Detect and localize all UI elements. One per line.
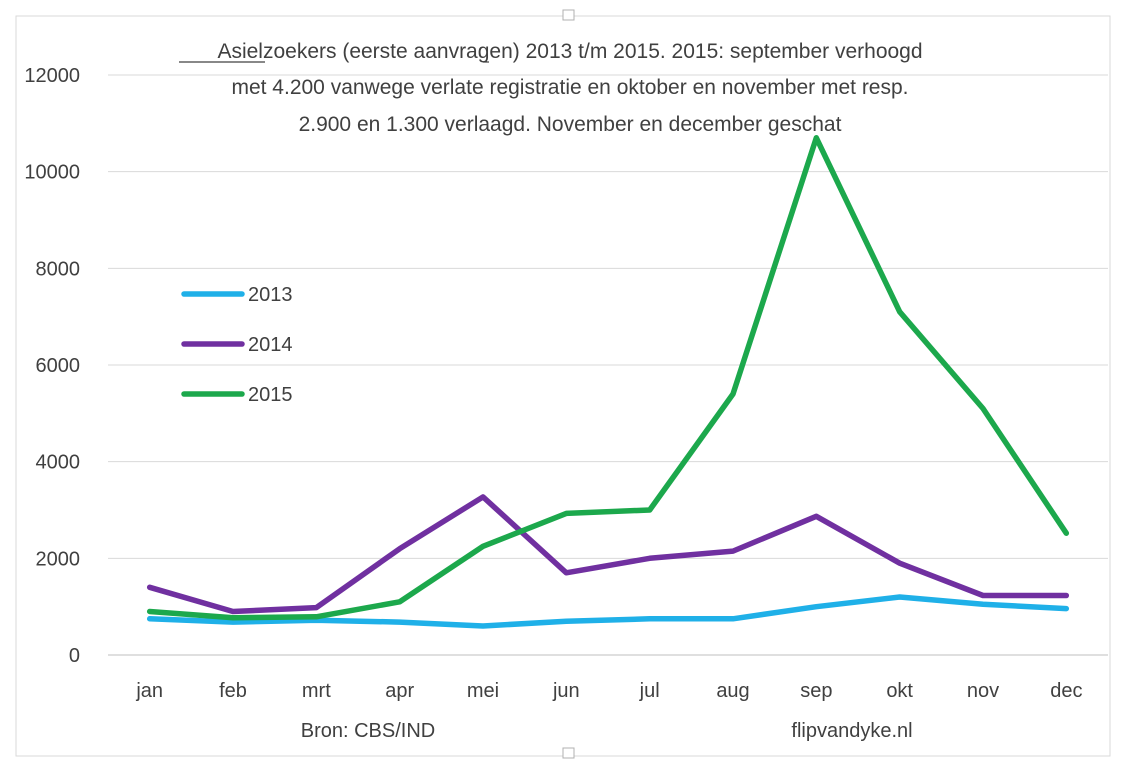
y-tick-label: 2000 [36, 548, 81, 570]
x-tick-label: mei [467, 680, 499, 702]
y-tick-label: 10000 [24, 162, 80, 184]
x-tick-label: apr [385, 680, 414, 702]
x-tick-label: aug [716, 680, 749, 702]
series-lines [146, 135, 1070, 629]
legend-label-2015: 2015 [248, 384, 293, 406]
y-tick-label: 6000 [36, 355, 81, 377]
resize-handle-bottom[interactable] [562, 747, 575, 759]
y-tick-label: 12000 [24, 65, 80, 87]
x-tick-label: jan [135, 680, 163, 702]
chart-title: Asielzoekers (eerste aanvragen) 2013 t/m… [179, 40, 923, 136]
chart-title-line-1: Asielzoekers (eerste aanvragen) 2013 t/m… [217, 40, 922, 63]
gridlines [108, 74, 1108, 656]
series-line-2015 [146, 135, 1070, 621]
x-tick-label: nov [967, 680, 999, 702]
x-axis-tick-labels: jan feb mrt apr mei jun jul aug sep okt nov dec [135, 680, 1082, 702]
x-tick-label: jul [639, 680, 660, 702]
website-label: flipvandyke.nl [791, 720, 912, 742]
x-tick-label: okt [886, 680, 913, 702]
y-axis-tick-labels: 0 2000 4000 6000 8000 10000 12000 [24, 65, 80, 667]
chart-title-line-3: 2.900 en 1.300 verlaagd. November en dec… [299, 113, 842, 136]
resize-handle-top[interactable] [562, 9, 575, 21]
legend-label-2014: 2014 [248, 334, 293, 356]
x-tick-label: jun [552, 680, 580, 702]
legend-label-2013: 2013 [248, 284, 293, 306]
series-line-2013 [146, 594, 1070, 629]
y-tick-label: 4000 [36, 452, 81, 474]
x-tick-label: dec [1050, 680, 1082, 702]
legend: 2013 2014 2015 [181, 284, 293, 406]
chart-frame [15, 15, 1111, 757]
y-tick-label: 0 [69, 645, 80, 667]
series-line-2014 [146, 494, 1070, 615]
y-tick-label: 8000 [36, 258, 81, 280]
x-tick-label: sep [800, 680, 832, 702]
x-tick-label: mrt [302, 680, 331, 702]
chart-title-line-2: met 4.200 vanwege verlate registratie en… [231, 76, 908, 99]
x-tick-label: feb [219, 680, 247, 702]
source-label: Bron: CBS/IND [301, 720, 435, 742]
